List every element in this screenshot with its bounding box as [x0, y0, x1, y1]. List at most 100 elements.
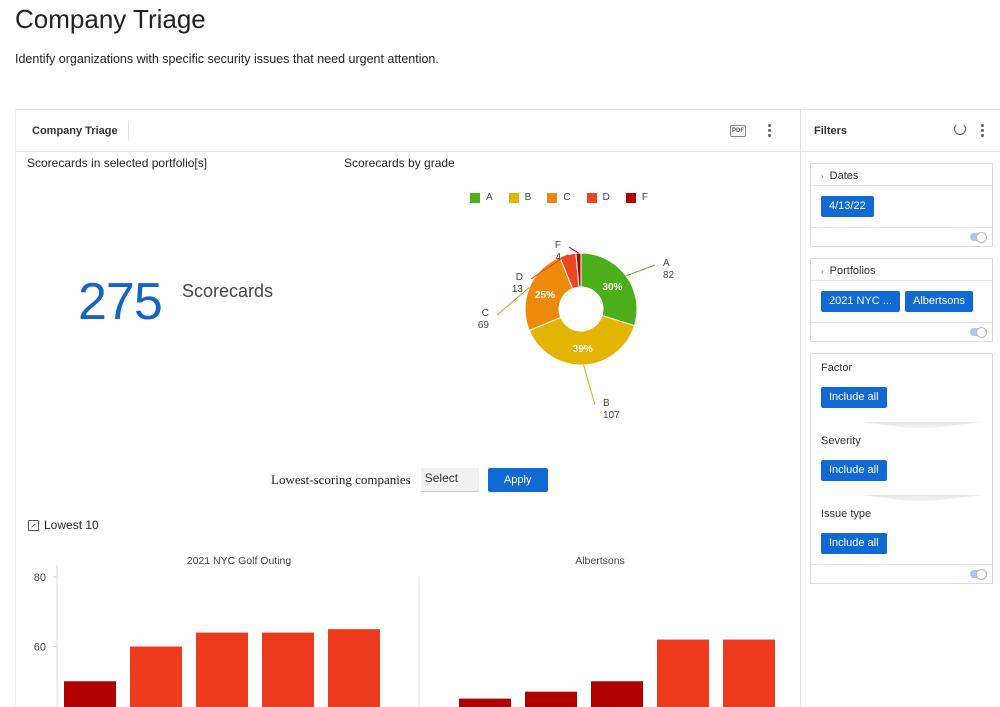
- factor-chip[interactable]: Include all: [821, 387, 887, 408]
- bar-1-4[interactable]: [262, 632, 314, 707]
- issue-type-chip[interactable]: Include all: [821, 533, 887, 554]
- y-tick-label: 80: [34, 572, 46, 584]
- grade-widget-title: Scorecards by grade: [344, 156, 455, 170]
- pdf-icon[interactable]: PDF: [730, 125, 746, 137]
- legend-label: D: [602, 192, 610, 203]
- dates-filter-label: Dates: [829, 170, 859, 182]
- legend-swatch: [547, 192, 558, 203]
- slice-leader-line: [625, 264, 656, 277]
- issue-type-label: Issue type: [821, 508, 872, 520]
- legend-swatch: [586, 192, 597, 203]
- severity-chip[interactable]: Include all: [821, 460, 887, 481]
- bar-1-1[interactable]: [64, 681, 116, 707]
- legend-swatch: [625, 192, 636, 203]
- tab-divider: [128, 121, 129, 141]
- chevron-right-icon: ›: [821, 172, 824, 181]
- severity-label: Severity: [821, 435, 861, 447]
- bar-2-4[interactable]: [657, 639, 709, 707]
- bar-2-2[interactable]: [525, 691, 577, 707]
- slice-category-label: A: [663, 258, 670, 269]
- bar-chart-title: Albertsons: [575, 555, 625, 567]
- legend-label: A: [486, 192, 493, 203]
- portfolios-filter-footer: [811, 323, 992, 341]
- lowest10-header: Lowest 10: [28, 518, 99, 532]
- page-title: Company Triage: [15, 4, 206, 34]
- slice-value-label: 82: [663, 270, 675, 281]
- legend-label: F: [641, 192, 648, 203]
- more-options-icon[interactable]: [768, 124, 772, 138]
- slice-leader-line: [583, 364, 596, 406]
- legend-label: B: [524, 192, 532, 203]
- legend-swatch: [508, 192, 519, 203]
- factor-label: Factor: [821, 362, 853, 374]
- section-divider: [861, 422, 981, 428]
- lowest-scoring-controls: Lowest-scoring companies Select Apply: [271, 468, 548, 492]
- lowest10-label: Lowest 10: [44, 518, 99, 532]
- slice-leader-line: [530, 254, 568, 280]
- bar-2-1[interactable]: [459, 698, 511, 707]
- issue-type-filter: Issue type Include all: [811, 500, 992, 565]
- scorecards-widget-title: Scorecards in selected portfolio[s]: [27, 156, 208, 170]
- portfolio-chip-nyc[interactable]: 2021 NYC ...: [821, 291, 900, 312]
- slice-leader-line: [496, 287, 530, 316]
- slice-value-label: 4: [555, 252, 561, 263]
- slice-category-label: D: [516, 272, 523, 283]
- y-tick-label: 60: [34, 642, 46, 654]
- slice-category-label: B: [603, 398, 610, 409]
- bar-chart-title: 2021 NYC Golf Outing: [187, 555, 292, 567]
- portfolios-filter-card: › Portfolios 2021 NYC ... Albertsons: [810, 258, 993, 342]
- issue-toggle[interactable]: [970, 569, 987, 580]
- portfolios-filter-body: 2021 NYC ... Albertsons: [811, 281, 992, 323]
- factor-filter: Factor Include all: [811, 354, 992, 428]
- slice-value-label: 13: [512, 284, 524, 295]
- chevron-right-icon: ›: [821, 267, 824, 276]
- page-description: Identify organizations with specific sec…: [15, 52, 439, 66]
- filters-title: Filters: [814, 125, 848, 137]
- severity-filter: Severity Include all: [811, 427, 992, 501]
- slice-category-label: F: [555, 240, 561, 251]
- lowest-scoring-select[interactable]: Select: [420, 468, 479, 492]
- bar-2-3[interactable]: [591, 681, 643, 707]
- legend-item-b[interactable]: B: [508, 192, 532, 203]
- portfolio-chip-albertsons[interactable]: Albertsons: [904, 291, 973, 312]
- portfolios-filter-label: Portfolios: [829, 265, 876, 277]
- chart-icon: [28, 519, 39, 531]
- slice-category-label: C: [482, 308, 489, 319]
- portfolios-toggle[interactable]: [970, 327, 987, 338]
- bar-1-2[interactable]: [130, 646, 182, 707]
- slice-value-label: 69: [478, 320, 490, 331]
- dates-filter-header[interactable]: › Dates: [811, 164, 992, 186]
- legend-label: C: [563, 192, 571, 203]
- slice-percent-label: 30%: [602, 282, 622, 293]
- donut-slice-f[interactable]: [575, 252, 582, 288]
- refresh-icon[interactable]: [954, 123, 966, 135]
- tab-company-triage[interactable]: Company Triage: [32, 125, 118, 137]
- filters-panel: Filters › Dates 4/13/22 › Portfolios 2021 …: [800, 109, 1000, 707]
- legend-item-d[interactable]: D: [586, 192, 610, 203]
- legend-swatch: [470, 192, 480, 203]
- bar-1-3[interactable]: [196, 632, 248, 707]
- dates-filter-card: › Dates 4/13/22: [810, 163, 993, 247]
- portfolios-filter-header[interactable]: › Portfolios: [811, 259, 992, 281]
- dates-filter-footer: [811, 228, 992, 246]
- bar-2-5[interactable]: [723, 639, 775, 707]
- dates-toggle[interactable]: [970, 232, 987, 243]
- donut-slice-a[interactable]: [580, 252, 638, 327]
- donut-slice-b[interactable]: [528, 314, 636, 366]
- filters-more-icon[interactable]: [981, 124, 985, 138]
- apply-button[interactable]: Apply: [487, 468, 548, 492]
- legend-item-a[interactable]: A: [470, 192, 493, 203]
- date-chip[interactable]: 4/13/22: [821, 196, 874, 217]
- scorecard-count: 275: [78, 273, 163, 331]
- issue-filter-footer: [811, 565, 992, 583]
- scorecard-unit: Scorecards: [182, 281, 274, 301]
- issue-filter-card: Factor Include all Severity Include all …: [810, 353, 993, 584]
- legend-item-f[interactable]: F: [625, 192, 648, 203]
- dates-filter-body: 4/13/22: [811, 186, 992, 228]
- legend-item-c[interactable]: C: [547, 192, 571, 203]
- slice-percent-label: 39%: [573, 344, 593, 355]
- bar-1-5[interactable]: [328, 629, 380, 707]
